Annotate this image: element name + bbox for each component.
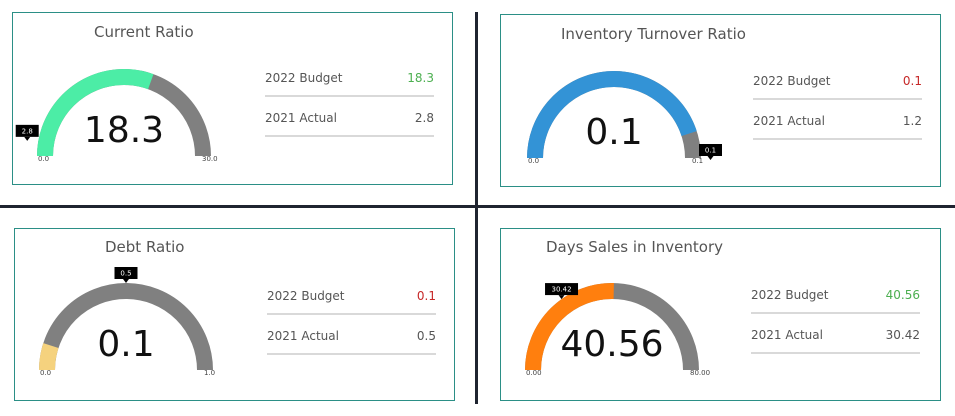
actual-value: 2.8 — [414, 111, 434, 125]
budget-label: 2022 Budget — [751, 288, 829, 302]
kpi-card-days-sales-inventory: Days Sales in Inventory 40.56 0.00 80.00 30… — [500, 228, 941, 401]
actual-value: 0.5 — [416, 329, 436, 343]
gauge-marker-pointer — [123, 279, 129, 283]
gauge-marker — [114, 267, 138, 279]
stat-row-actual: 2021 Actual 30.42 — [751, 314, 920, 354]
gauge-value: 0.1 — [585, 112, 642, 153]
gauge-marker-pointer — [24, 136, 31, 141]
gauge-value: 18.3 — [84, 110, 164, 151]
budget-value: 0.1 — [416, 289, 436, 303]
gauge-track — [39, 283, 213, 371]
stats-table: 2022 Budget 0.1 2021 Actual 0.5 — [267, 275, 436, 355]
gauge-marker-label: 30.42 — [552, 286, 572, 294]
stats-table: 2022 Budget 40.56 2021 Actual 30.42 — [751, 274, 920, 354]
card-title: Days Sales in Inventory — [546, 238, 723, 256]
gauge-max-label: 30.0 — [202, 155, 218, 163]
gauge-marker-label: 0.1 — [705, 147, 716, 155]
budget-label: 2022 Budget — [267, 289, 345, 303]
gauge-marker — [15, 124, 39, 137]
budget-value: 18.3 — [407, 71, 434, 85]
gauge-fill — [37, 69, 154, 157]
budget-label: 2022 Budget — [265, 71, 343, 85]
gauge-min-label: 0.0 — [528, 157, 539, 165]
gauge-fill — [527, 71, 697, 159]
card-title: Current Ratio — [94, 23, 194, 41]
budget-value: 40.56 — [885, 288, 920, 302]
stat-row-actual: 2021 Actual 0.5 — [267, 315, 436, 355]
gauge-chart: 18.3 0.0 30.0 2.8 — [15, 69, 218, 163]
gauge-fill — [525, 283, 614, 371]
stats-table: 2022 Budget 0.1 2021 Actual 1.2 — [753, 60, 922, 140]
gauge-marker-pointer — [558, 295, 565, 300]
gauge-max-label: 0.1 — [692, 157, 703, 165]
gauge-marker — [699, 144, 722, 156]
gauge-marker — [545, 283, 579, 296]
gauge-max-label: 80.00 — [690, 369, 710, 377]
card-title: Debt Ratio — [105, 238, 185, 256]
gauge-value: 40.56 — [560, 324, 663, 365]
gauge-marker-pointer — [707, 156, 714, 160]
kpi-card-inventory-turnover: Inventory Turnover Ratio 0.1 0.0 0.1 0.1 20… — [500, 14, 941, 187]
actual-value: 30.42 — [885, 328, 920, 342]
actual-label: 2021 Actual — [751, 328, 823, 342]
stat-row-budget: 2022 Budget 18.3 — [265, 57, 434, 97]
stat-row-budget: 2022 Budget 40.56 — [751, 274, 920, 314]
gauge-chart: 40.56 0.00 80.00 30.42 — [525, 283, 710, 377]
gauge-min-label: 0.0 — [40, 369, 51, 377]
stat-row-budget: 2022 Budget 0.1 — [753, 60, 922, 100]
gauge-marker-label: 2.8 — [22, 127, 33, 135]
stats-table: 2022 Budget 18.3 2021 Actual 2.8 — [265, 57, 434, 137]
budget-value: 0.1 — [902, 74, 922, 88]
stat-row-budget: 2022 Budget 0.1 — [267, 275, 436, 315]
vertical-divider — [475, 12, 478, 404]
gauge-value: 0.1 — [97, 324, 154, 365]
stat-row-actual: 2021 Actual 1.2 — [753, 100, 922, 140]
card-title: Inventory Turnover Ratio — [561, 25, 746, 43]
gauge-max-label: 1.0 — [204, 369, 215, 377]
actual-label: 2021 Actual — [753, 114, 825, 128]
gauge-chart: 0.10.0 0.10.1 — [527, 71, 722, 165]
horizontal-divider — [0, 205, 955, 208]
gauge-marker-label: 0.5 — [120, 270, 131, 278]
actual-label: 2021 Actual — [267, 329, 339, 343]
kpi-card-debt-ratio: Debt Ratio 0.1 0.0 1.0 0.5 2022 Budget 0.1 … — [14, 228, 455, 401]
gauge-min-label: 0.0 — [38, 155, 49, 163]
stat-row-actual: 2021 Actual 2.8 — [265, 97, 434, 137]
gauge-chart: 0.1 0.0 1.0 0.5 — [39, 267, 215, 377]
kpi-card-current-ratio: Current Ratio 18.3 0.0 30.0 2.8 2022 Budget… — [12, 12, 453, 185]
actual-label: 2021 Actual — [265, 111, 337, 125]
budget-label: 2022 Budget — [753, 74, 831, 88]
actual-value: 1.2 — [902, 114, 922, 128]
gauge-min-label: 0.00 — [526, 369, 542, 377]
gauge-fill — [39, 343, 59, 371]
